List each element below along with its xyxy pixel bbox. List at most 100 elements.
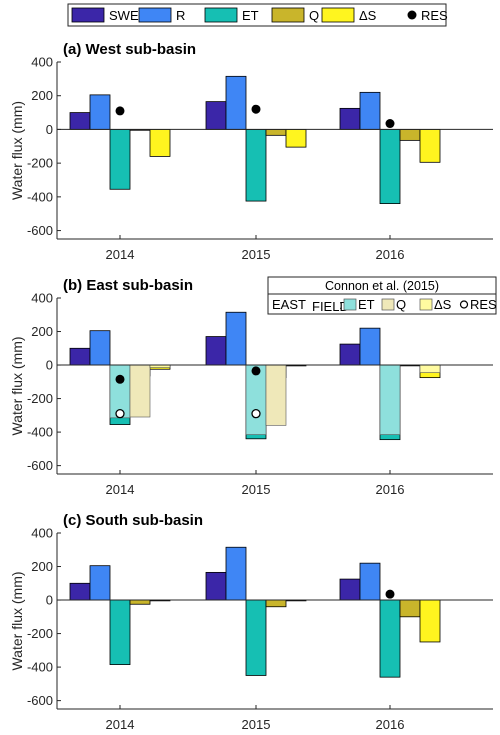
bar-et-2014 [109, 129, 131, 190]
bar-r-2015 [225, 75, 247, 130]
connon-res-marker-2015 [251, 409, 261, 419]
res-marker-2015 [251, 366, 261, 376]
inset-label-et: ET [358, 297, 375, 312]
x-tick-label: 2015 [242, 247, 271, 262]
x-tick-label: 2016 [376, 482, 405, 497]
y-tick-label: 0 [46, 593, 53, 608]
connon-res-marker-2014 [115, 409, 125, 419]
bar-et-2016 [379, 599, 401, 678]
bar-delta-s-2014 [149, 129, 171, 157]
y-axis-label: Water flux (mm) [9, 336, 25, 435]
bar-swe-2015 [205, 101, 227, 130]
bar-q-2014 [129, 599, 151, 605]
connon-bar-et-2016 [379, 364, 401, 435]
bar-swe-2016 [339, 107, 361, 130]
bar-q-2015 [265, 129, 287, 136]
main-legend: SWE R ET Q ΔS RES [67, 3, 448, 27]
inset-marker-res [459, 300, 469, 309]
connon-bar-delta-s-2016 [419, 364, 441, 373]
y-axis-label: Water flux (mm) [9, 571, 25, 670]
y-tick-label: -600 [27, 458, 53, 473]
y-tick-label: -400 [27, 425, 53, 440]
inset-legend-title: Connon et al. (2015) [325, 279, 439, 293]
inset-legend-prefix: EAST [272, 297, 306, 312]
y-tick-label: -600 [27, 223, 53, 238]
res-marker-2015 [251, 104, 261, 114]
y-tick-label: -600 [27, 693, 53, 708]
inset-label-delta-s: ΔS [434, 297, 452, 312]
bar-delta-s-2015 [285, 129, 307, 148]
y-tick-label: 200 [31, 324, 53, 339]
inset-legend-prefix-sub: FIELD [312, 299, 349, 314]
panel-3: 400 200 0 -200 -400 -600 2014 2015 2016 Water flu… [9, 512, 493, 732]
legend-swatch-r [138, 7, 172, 23]
legend-label-swe: SWE [109, 8, 139, 23]
inset-legend: Connon et al. (2015) EAST FIELD: ET Q ΔS RES [267, 276, 497, 315]
bar-swe-2014 [69, 347, 91, 366]
panels: 400 200 0 -200 -400 -600 2014 2015 2016 Water flu… [9, 41, 497, 732]
bar-swe-2016 [339, 578, 361, 601]
bar-r-2016 [359, 91, 381, 130]
bar-r-2016 [359, 327, 381, 366]
y-tick-label: 200 [31, 88, 53, 103]
inset-legend-colon: : [339, 297, 343, 312]
y-tick-label: 400 [31, 291, 53, 306]
y-tick-label: -200 [27, 391, 53, 406]
res-marker-2016 [385, 119, 395, 129]
y-tick-label: -400 [27, 189, 53, 204]
x-tick-label: 2015 [242, 717, 271, 732]
inset-label-q: Q [396, 297, 406, 312]
res-marker-2016 [385, 589, 395, 599]
y-tick-label: 0 [46, 122, 53, 137]
bar-swe-2014 [69, 112, 91, 130]
y-tick-label: -200 [27, 156, 53, 171]
x-tick-label: 2014 [106, 717, 135, 732]
y-axis-label: Water flux (mm) [9, 101, 25, 200]
x-tick-label: 2016 [376, 247, 405, 262]
legend-label-delta-s: ΔS [359, 8, 377, 23]
bar-swe-2015 [205, 336, 227, 366]
bar-et-2014 [109, 599, 131, 665]
bar-delta-s-2016 [419, 129, 441, 163]
legend-label-q: Q [309, 8, 319, 23]
bar-et-2015 [245, 599, 267, 676]
panel-title: (b) East sub-basin [63, 277, 193, 294]
legend-swatch-q [271, 7, 305, 23]
x-tick-label: 2014 [106, 247, 135, 262]
bar-q-2016 [399, 599, 421, 618]
bar-q-2015 [265, 599, 287, 608]
bar-r-2014 [89, 565, 111, 601]
bar-r-2014 [89, 94, 111, 130]
legend-label-res: RES [421, 8, 448, 23]
bar-r-2015 [225, 311, 247, 366]
bar-swe-2015 [205, 571, 227, 601]
inset-swatch-et [343, 298, 357, 311]
inset-swatch-delta-s [419, 298, 433, 311]
bar-q-2016 [399, 129, 421, 141]
legend-marker-res [407, 10, 417, 20]
res-marker-2014 [115, 374, 125, 384]
panel-title: (a) West sub-basin [63, 41, 196, 58]
y-tick-label: 400 [31, 55, 53, 70]
inset-swatch-q [381, 298, 395, 311]
y-tick-label: -400 [27, 660, 53, 675]
bar-swe-2014 [69, 582, 91, 601]
legend-swatch-swe [71, 7, 105, 23]
bar-delta-s-2016 [419, 599, 441, 643]
legend-label-r: R [176, 8, 185, 23]
inset-label-res: RES [470, 297, 497, 312]
bar-r-2014 [89, 330, 111, 366]
y-tick-label: -200 [27, 626, 53, 641]
y-tick-label: 200 [31, 559, 53, 574]
res-marker-2014 [115, 106, 125, 116]
bar-r-2015 [225, 546, 247, 601]
x-tick-label: 2014 [106, 482, 135, 497]
connon-bar-q-2014 [129, 364, 151, 418]
panel-title: (c) South sub-basin [63, 512, 203, 529]
panel-1: 400 200 0 -200 -400 -600 2014 2015 2016 Water flu… [9, 41, 493, 262]
bar-swe-2016 [339, 343, 361, 366]
legend-swatch-delta-s [321, 7, 355, 23]
bar-et-2016 [379, 129, 401, 204]
bar-et-2015 [245, 129, 267, 202]
